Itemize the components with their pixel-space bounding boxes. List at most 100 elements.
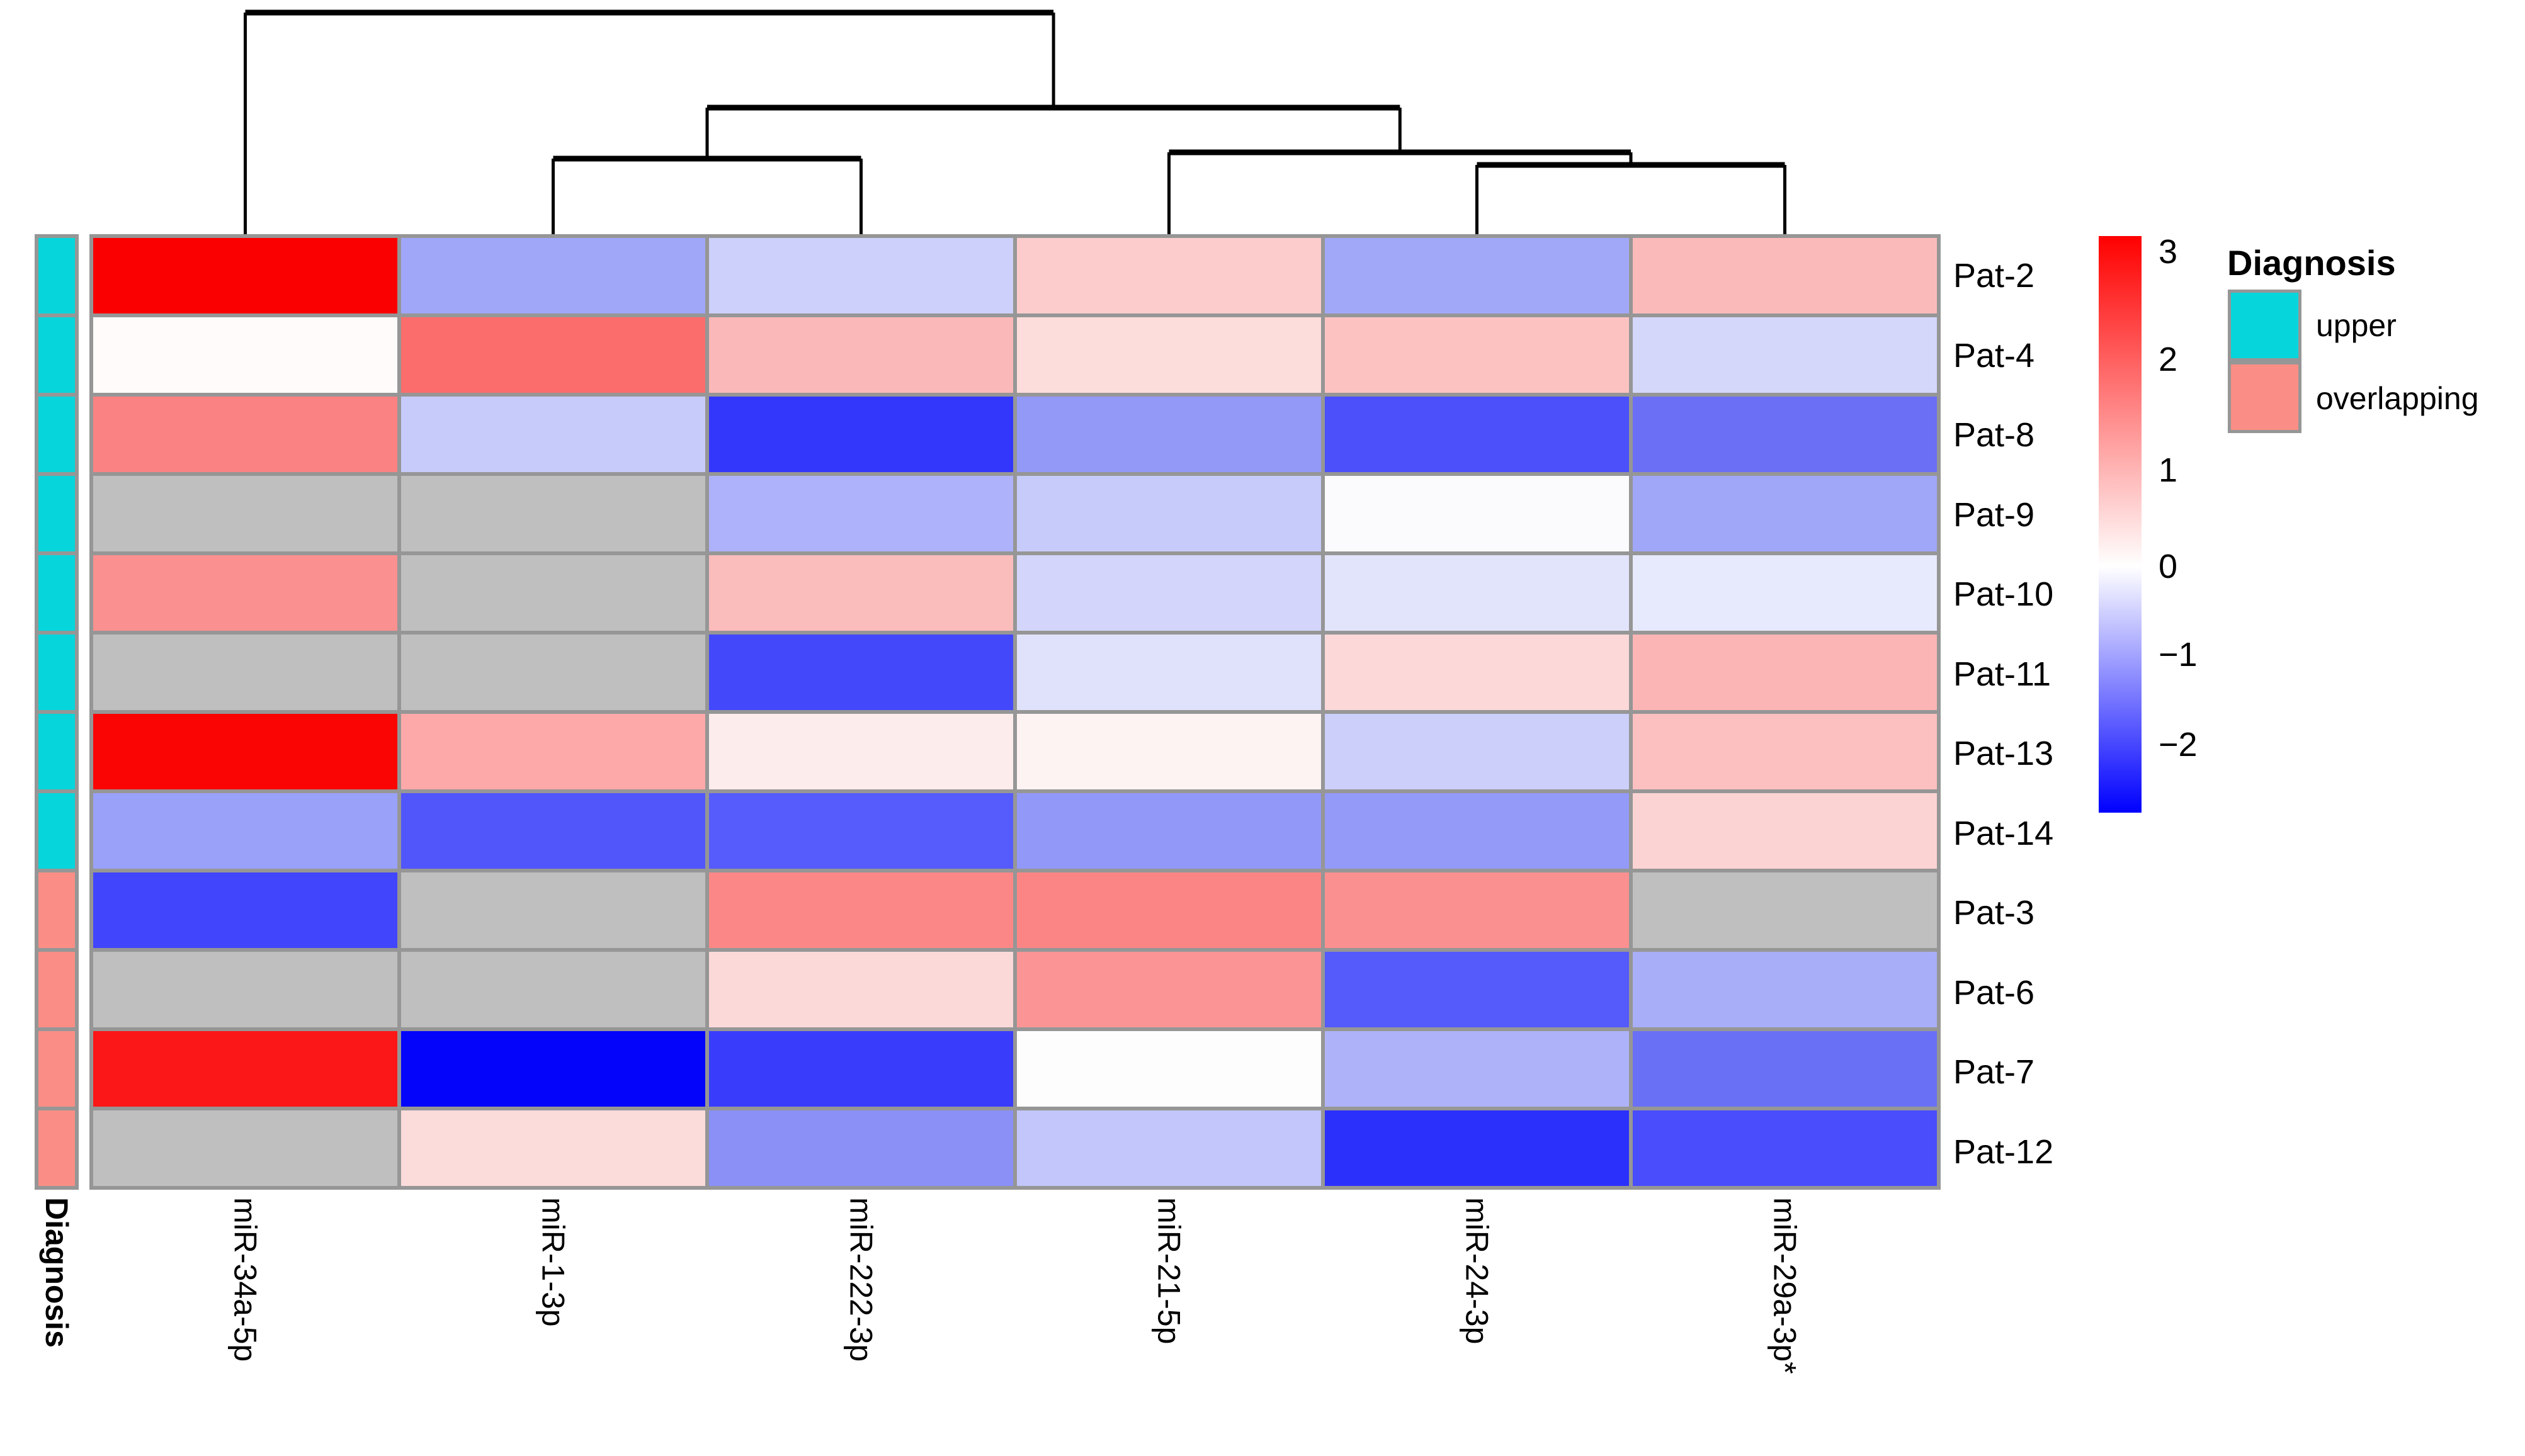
heatmap-cell-Pat-12-miR-34a-5p	[93, 1110, 397, 1186]
column-label-miR-29a-3p*: miR-29a-3p*	[1767, 1197, 1803, 1374]
heatmap-cell-Pat-7-miR-21-5p	[1017, 1031, 1321, 1107]
heatmap-cell-Pat-4-miR-222-3p	[709, 317, 1013, 393]
annotation-cell-Pat-14-upper	[38, 793, 75, 869]
heatmap-cell-Pat-2-miR-222-3p	[709, 238, 1013, 313]
heatmap-cell-Pat-9-miR-21-5p	[1017, 476, 1321, 551]
heatmap-cell-Pat-2-miR-1-3p	[401, 238, 705, 313]
heatmap-cell-Pat-11-miR-222-3p	[709, 635, 1013, 710]
colorbar-tick-−2: −2	[2159, 726, 2198, 764]
annotation-cell-Pat-9-upper	[38, 476, 75, 551]
row-label-Pat-7: Pat-7	[1953, 1053, 2035, 1091]
annotation-cell-Pat-2-upper	[38, 238, 75, 313]
legend-label-upper: upper	[2316, 308, 2397, 343]
colorbar-tick-1: 1	[2159, 451, 2178, 489]
diagnosis-annotation-strip	[35, 234, 79, 1190]
heatmap-cell-Pat-7-miR-29a-3p*	[1633, 1031, 1937, 1107]
heatmap-cell-Pat-8-miR-29a-3p*	[1633, 397, 1937, 472]
heatmap-cell-Pat-10-miR-21-5p	[1017, 555, 1321, 631]
heatmap-cell-Pat-4-miR-24-3p	[1325, 317, 1629, 393]
heatmap-cell-Pat-8-miR-222-3p	[709, 397, 1013, 472]
heatmap-cell-Pat-2-miR-24-3p	[1325, 238, 1629, 313]
heatmap-cell-Pat-7-miR-34a-5p	[93, 1031, 397, 1107]
diagnosis-axis-title: Diagnosis	[39, 1197, 74, 1348]
heatmap-cell-Pat-14-miR-222-3p	[709, 793, 1013, 869]
heatmap-cell-Pat-14-miR-34a-5p	[93, 793, 397, 869]
heatmap-cell-Pat-4-miR-1-3p	[401, 317, 705, 393]
heatmap-cell-Pat-6-miR-1-3p	[401, 952, 705, 1027]
legend-swatch-upper	[2228, 290, 2301, 361]
row-label-Pat-12: Pat-12	[1953, 1132, 2054, 1171]
annotation-cell-Pat-6-overlapping	[38, 952, 75, 1027]
heatmap-cell-Pat-14-miR-1-3p	[401, 793, 705, 869]
column-label-miR-222-3p: miR-222-3p	[843, 1197, 879, 1362]
column-label-miR-21-5p: miR-21-5p	[1151, 1197, 1187, 1345]
heatmap-cell-Pat-13-miR-21-5p	[1017, 714, 1321, 789]
heatmap-cell-Pat-11-miR-34a-5p	[93, 635, 397, 710]
row-label-Pat-8: Pat-8	[1953, 416, 2035, 454]
legend-label-overlapping: overlapping	[2316, 381, 2479, 416]
legend-swatch-overlapping	[2228, 361, 2301, 433]
heatmap-cell-Pat-6-miR-34a-5p	[93, 952, 397, 1027]
heatmap-cell-Pat-14-miR-24-3p	[1325, 793, 1629, 869]
heatmap-cell-Pat-2-miR-34a-5p	[93, 238, 397, 313]
heatmap-cell-Pat-12-miR-21-5p	[1017, 1110, 1321, 1186]
heatmap-cell-Pat-8-miR-21-5p	[1017, 397, 1321, 472]
heatmap-cell-Pat-13-miR-222-3p	[709, 714, 1013, 789]
annotation-cell-Pat-11-upper	[38, 635, 75, 710]
heatmap-cell-Pat-12-miR-29a-3p*	[1633, 1110, 1937, 1186]
heatmap-cell-Pat-10-miR-29a-3p*	[1633, 555, 1937, 631]
heatmap-cell-Pat-7-miR-222-3p	[709, 1031, 1013, 1107]
colorbar-tick-3: 3	[2159, 233, 2178, 271]
row-label-Pat-3: Pat-3	[1953, 894, 2035, 932]
row-label-Pat-6: Pat-6	[1953, 973, 2035, 1012]
heatmap-cell-Pat-13-miR-1-3p	[401, 714, 705, 789]
heatmap-cell-Pat-11-miR-1-3p	[401, 635, 705, 710]
annotation-cell-Pat-10-upper	[38, 555, 75, 631]
heatmap-cell-Pat-9-miR-24-3p	[1325, 476, 1629, 551]
row-label-Pat-4: Pat-4	[1953, 336, 2035, 375]
colorbar-tick-0: 0	[2159, 548, 2178, 585]
heatmap-cell-Pat-8-miR-24-3p	[1325, 397, 1629, 472]
heatmap-cell-Pat-10-miR-222-3p	[709, 555, 1013, 631]
heatmap-cell-Pat-7-miR-24-3p	[1325, 1031, 1629, 1107]
row-label-Pat-11: Pat-11	[1953, 655, 2051, 693]
colorbar-tick-2: 2	[2159, 341, 2178, 378]
heatmap-cell-Pat-10-miR-34a-5p	[93, 555, 397, 631]
annotation-cell-Pat-8-upper	[38, 397, 75, 472]
row-label-Pat-9: Pat-9	[1953, 495, 2035, 534]
row-label-Pat-14: Pat-14	[1953, 814, 2054, 852]
heatmap-cell-Pat-10-miR-1-3p	[401, 555, 705, 631]
heatmap-cell-Pat-12-miR-24-3p	[1325, 1110, 1629, 1186]
heatmap-cell-Pat-12-miR-1-3p	[401, 1110, 705, 1186]
heatmap-cell-Pat-9-miR-29a-3p*	[1633, 476, 1937, 551]
heatmap-cell-Pat-8-miR-34a-5p	[93, 397, 397, 472]
heatmap-cell-Pat-8-miR-1-3p	[401, 397, 705, 472]
heatmap-cell-Pat-9-miR-1-3p	[401, 476, 705, 551]
heatmap-cell-Pat-14-miR-21-5p	[1017, 793, 1321, 869]
heatmap-cell-Pat-13-miR-29a-3p*	[1633, 714, 1937, 789]
colorbar-gradient	[2099, 236, 2142, 813]
column-label-miR-1-3p: miR-1-3p	[535, 1197, 571, 1327]
heatmap-cell-Pat-4-miR-34a-5p	[93, 317, 397, 393]
heatmap-cell-Pat-6-miR-21-5p	[1017, 952, 1321, 1027]
heatmap-cell-Pat-13-miR-34a-5p	[93, 714, 397, 789]
heatmap-cell-Pat-6-miR-24-3p	[1325, 952, 1629, 1027]
annotation-cell-Pat-12-overlapping	[38, 1110, 75, 1186]
heatmap-cell-Pat-10-miR-24-3p	[1325, 555, 1629, 631]
heatmap-cell-Pat-2-miR-21-5p	[1017, 238, 1321, 313]
heatmap-cell-Pat-3-miR-34a-5p	[93, 872, 397, 948]
row-label-Pat-10: Pat-10	[1953, 575, 2054, 613]
row-label-Pat-2: Pat-2	[1953, 257, 2035, 295]
row-label-Pat-13: Pat-13	[1953, 735, 2054, 772]
heatmap-grid	[89, 234, 1941, 1190]
heatmap-cell-Pat-11-miR-21-5p	[1017, 635, 1321, 710]
heatmap-cell-Pat-11-miR-29a-3p*	[1633, 635, 1937, 710]
legend-title: Diagnosis	[2227, 243, 2396, 283]
column-label-miR-34a-5p: miR-34a-5p	[227, 1197, 263, 1362]
heatmap-cell-Pat-3-miR-29a-3p*	[1633, 872, 1937, 948]
heatmap-cell-Pat-3-miR-21-5p	[1017, 872, 1321, 948]
annotation-cell-Pat-4-upper	[38, 317, 75, 393]
column-dendrogram	[244, 9, 1786, 234]
heatmap-cell-Pat-7-miR-1-3p	[401, 1031, 705, 1107]
